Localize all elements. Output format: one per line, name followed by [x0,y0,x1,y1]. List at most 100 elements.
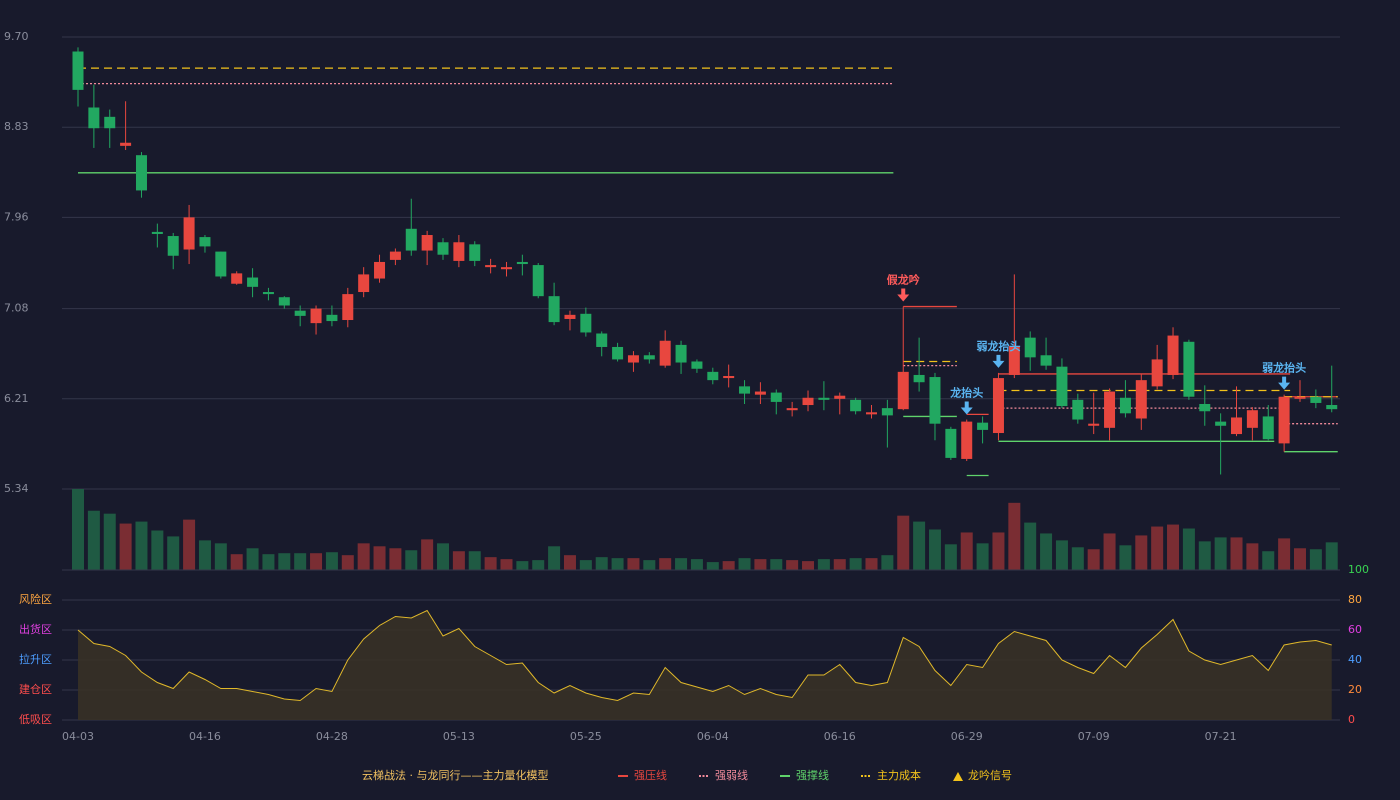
candle-body [1183,341,1195,397]
volume-bar [1198,541,1211,570]
candle-body [453,242,465,261]
volume-bar [849,558,862,570]
legend-title: 云梯战法 · 与龙同行——主力量化模型 [362,768,549,782]
candle-body [342,294,354,321]
y2-tick-label: 60 [1348,623,1362,636]
volume-bar [214,543,227,570]
candle-body [691,361,703,369]
candle-body [834,395,846,399]
candle-body [1040,355,1052,366]
zone-label: 风险区 [19,592,52,606]
volume-bar [1040,533,1053,570]
signal-arrow [1278,376,1291,390]
volume-bar [119,523,132,570]
x-tick-label: 05-13 [443,730,475,743]
candle-body [564,314,576,319]
candle-body [1262,416,1274,440]
volume-bar [944,544,957,570]
volume-bar [992,532,1005,570]
candle-body [1326,405,1338,410]
candle-body [247,277,259,287]
volume-bar [897,515,910,570]
candle-body [707,371,719,381]
x-tick-label: 04-28 [316,730,348,743]
volume-bar [405,550,418,570]
volume-bar [563,555,576,570]
candle-body [374,261,386,279]
volume-bar [310,553,323,570]
volume-bar [183,519,196,570]
volume-bar [1246,543,1259,570]
volume-bar [230,554,243,570]
volume-bar [167,536,180,570]
volume-bar [976,543,989,570]
candle-body [739,386,751,394]
volume-bar [87,510,100,570]
volume-bar [1182,528,1195,570]
candle-body [1024,337,1036,358]
candle-body [961,421,973,459]
legend-label: 主力成本 [877,768,921,782]
candle-body [675,344,687,363]
legend-label: 强压线 [634,768,667,782]
y2-tick-label: 20 [1348,683,1362,696]
candle-body [818,397,830,400]
volume-bar [1151,526,1164,570]
legend-label: 强撑线 [796,768,829,782]
candle-body [1008,345,1020,375]
volume-bar [595,557,608,570]
candle-body [120,142,132,146]
candle-body [532,265,544,297]
indicator-line [77,609,1332,702]
candle-body [310,308,322,324]
volume-bar [103,513,116,570]
zone-label: 出货区 [19,622,52,636]
candle-body [199,237,211,247]
candle-body [659,340,671,366]
volume-bar [341,555,354,570]
volume-bar [865,558,878,570]
candle-body [1167,335,1179,375]
zone-label: 低吸区 [19,713,52,726]
y-tick-label: 5.34 [4,482,29,495]
candle-body [897,371,909,410]
candle-body [786,408,798,411]
candle-body [802,397,814,406]
candle-body [294,310,306,316]
candle-body [262,292,274,295]
volume-bar [516,561,529,570]
signal-label: 弱龙抬头 [976,339,1020,353]
volume-bar [373,546,386,570]
volume-bar [722,561,735,570]
candle-body [850,399,862,412]
volume-bar [738,558,751,570]
candle-body [1278,396,1290,444]
volume-bar [1135,535,1148,570]
signal-arrow [992,354,1005,368]
volume-bar [1008,502,1021,570]
candle-body [1088,423,1100,426]
legend-swatch [953,772,963,781]
volume-bar [1119,545,1132,570]
zone-label: 建仓区 [19,682,52,696]
volume-bar [1278,538,1291,570]
volume-bar [690,559,703,570]
candle-body [437,242,449,255]
x-tick-label: 04-03 [62,730,94,743]
candle-body [1215,421,1227,426]
volume-bar [1103,533,1116,570]
volume-bar [468,551,481,570]
candle-body [500,267,512,270]
y-tick-label: 8.83 [4,120,29,133]
candle-body [183,217,195,250]
volume-bar [437,543,450,570]
volume-bar [389,548,402,570]
candle-body [1056,366,1068,407]
volume-bar [325,552,338,570]
volume-bar [1262,551,1275,570]
candle-body [866,412,877,415]
candle-body [485,265,497,268]
candle-body [1199,403,1211,412]
volume-bar [1309,549,1322,570]
indicator-area [78,610,1332,720]
